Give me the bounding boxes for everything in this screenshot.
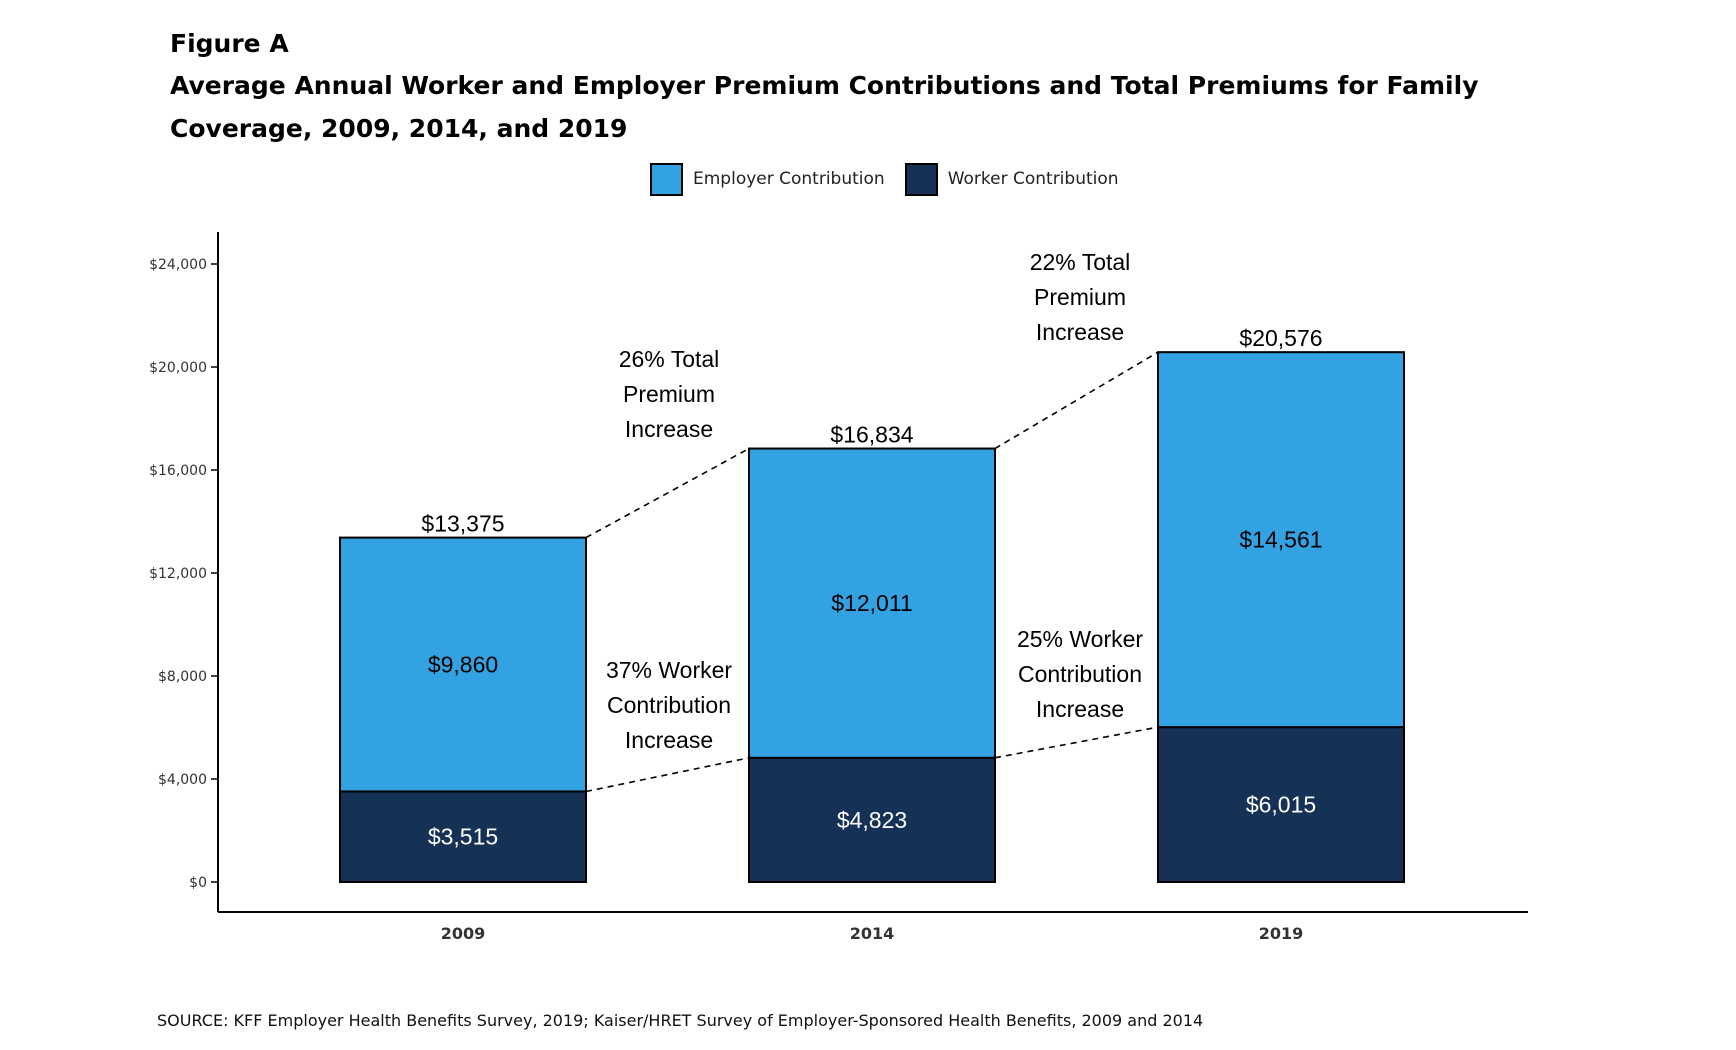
annotation-total-2009-2014-line-2: Increase [625, 416, 713, 442]
data-label-employer-2019: $14,561 [1239, 527, 1322, 553]
annotation-worker-2014-2019-line-2: Increase [1036, 696, 1124, 722]
y-tick-label: $20,000 [149, 360, 207, 376]
stacked-bar-chart: $0 $4,000 $8,000 $12,000 $16,000 $20,000 $24,0… [149, 232, 1528, 943]
bar-worker-2009 [339, 790, 587, 884]
annotation-worker-2009-2014-line-1: Contribution [607, 692, 731, 718]
connector-total-1 [994, 351, 1159, 450]
legend-label-employer: Employer Contribution [693, 169, 885, 189]
y-tick-label: $12,000 [149, 566, 207, 582]
bar-employer-2019 [1157, 351, 1405, 729]
figure-label: Figure A [170, 29, 289, 58]
bar-employer-2014 [748, 447, 996, 759]
y-tick-label: $4,000 [158, 772, 207, 788]
y-tick-label: $24,000 [149, 257, 207, 273]
data-label-employer-2009: $9,860 [428, 652, 498, 678]
y-tick-label: $0 [189, 875, 207, 891]
connector-worker-1 [994, 726, 1159, 759]
annotation-worker-2014-2019-line-0: 25% Worker [1017, 626, 1143, 652]
legend-item-worker: Worker Contribution [904, 162, 1119, 196]
legend-label-worker: Worker Contribution [947, 169, 1119, 189]
data-label-employer-2014: $12,011 [831, 590, 912, 616]
bar-worker-2014 [748, 756, 996, 883]
chart-legend: Employer Contribution Worker Contributio… [650, 161, 1139, 197]
data-label-worker-2019: $6,015 [1246, 792, 1316, 818]
annotation-worker-2009-2014-line-0: 37% Worker [606, 657, 732, 683]
figure-header: Figure A Average Annual Worker and Emplo… [170, 24, 1490, 150]
legend-item-employer: Employer Contribution [650, 162, 885, 196]
legend-swatch-worker [904, 162, 938, 196]
bar-worker-2019 [1157, 726, 1405, 884]
data-label-worker-2014: $4,823 [837, 807, 907, 833]
connector-worker-0 [585, 757, 750, 793]
data-label-worker-2009: $3,515 [428, 824, 498, 850]
annotation-total-2009-2014-line-1: Premium [623, 381, 715, 407]
bar-employer-2009 [339, 536, 587, 793]
annotation-worker-2009-2014-line-2: Increase [625, 727, 713, 753]
chart-title: Average Annual Worker and Employer Premi… [170, 71, 1479, 143]
data-label-total-2009: $13,375 [421, 511, 504, 537]
annotation-total-2014-2019-line-0: 22% Total [1030, 249, 1131, 275]
source-note: SOURCE: KFF Employer Health Benefits Sur… [157, 1011, 1204, 1030]
connector-total-0 [585, 447, 750, 539]
annotation-worker-2014-2019-line-1: Contribution [1018, 661, 1142, 687]
data-label-total-2019: $20,576 [1239, 325, 1322, 351]
y-tick-label: $8,000 [158, 669, 207, 685]
annotation-total-2014-2019-line-2: Increase [1036, 319, 1124, 345]
annotation-total-2014-2019-line-1: Premium [1034, 284, 1126, 310]
x-tick-label-2009: 2009 [441, 924, 486, 943]
x-tick-label-2019: 2019 [1259, 924, 1304, 943]
x-tick-label-2014: 2014 [850, 924, 895, 943]
legend-swatch-employer [650, 162, 683, 196]
y-tick-label: $16,000 [149, 463, 207, 479]
data-label-total-2014: $16,834 [830, 422, 913, 448]
annotation-total-2009-2014-line-0: 26% Total [619, 346, 720, 372]
